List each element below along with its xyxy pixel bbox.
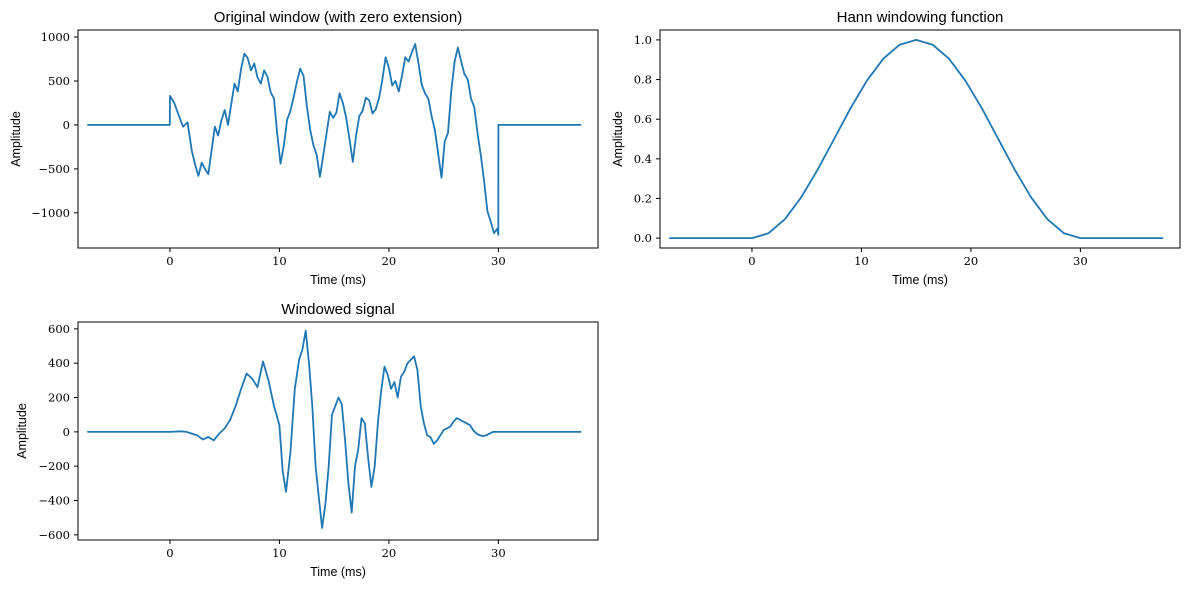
x-tick-label: 20 [382,546,397,560]
y-tick-label: 0.6 [634,112,652,126]
x-tick-label: 0 [166,546,173,560]
x-tick-label: 0 [748,254,755,268]
x-tick-label: 30 [491,254,506,268]
y-tick-label: 0.2 [634,191,652,205]
y-tick-label: −600 [38,528,70,542]
y-tick-label: 1000 [41,30,70,44]
x-tick-label: 30 [1073,254,1088,268]
chart-title: Hann windowing function [837,9,1004,26]
x-tick-label: 20 [964,254,979,268]
x-tick-label: 20 [382,254,397,268]
x-tick-label: 0 [166,254,173,268]
y-tick-label: 500 [48,74,70,88]
series-line [87,329,582,529]
y-tick-label: −500 [38,162,70,176]
y-tick-label: 0.8 [634,73,652,87]
y-tick-label: 400 [48,356,70,370]
y-tick-label: 200 [48,391,70,405]
chart-original-window: 0 10 20 30 −1000 −500 0 500 1000 Original window … [9,9,599,287]
y-axis-label: Amplitude [611,111,625,167]
x-tick-label: 10 [272,254,287,268]
y-tick-label: −400 [38,494,70,508]
y-tick-label: 0 [63,425,70,439]
x-tick-label: 10 [272,546,287,560]
chart-title: Original window (with zero extension) [214,9,462,26]
x-axis-label: Time (ms) [310,273,366,287]
y-tick-label: −1000 [31,206,70,220]
chart-windowed-signal: 0 10 20 30 −600 −400 −200 0 200 400 600 Windowed si… [15,301,599,579]
y-axis-label: Amplitude [9,111,23,167]
y-tick-label: 0.0 [634,231,652,245]
chart-title: Windowed signal [281,301,394,318]
x-tick-label: 30 [491,546,506,560]
series-line [669,39,1164,240]
y-tick-label: 0.4 [634,152,652,166]
y-tick-label: 0 [63,118,70,132]
y-tick-label: 1.0 [634,33,652,47]
y-axis-label: Amplitude [15,403,29,459]
x-axis-label: Time (ms) [892,273,948,287]
x-axis-label: Time (ms) [310,565,366,579]
y-tick-label: 600 [48,322,70,336]
x-tick-label: 10 [854,254,869,268]
plot-frame [77,29,599,249]
chart-hann-window: 0 10 20 30 0.0 0.2 0.4 0.6 0.8 1.0 Hann windowing … [611,9,1181,287]
plot-frame [77,321,599,541]
y-tick-label: −200 [38,459,70,473]
series-line [87,43,582,236]
plot-frame [659,29,1181,249]
